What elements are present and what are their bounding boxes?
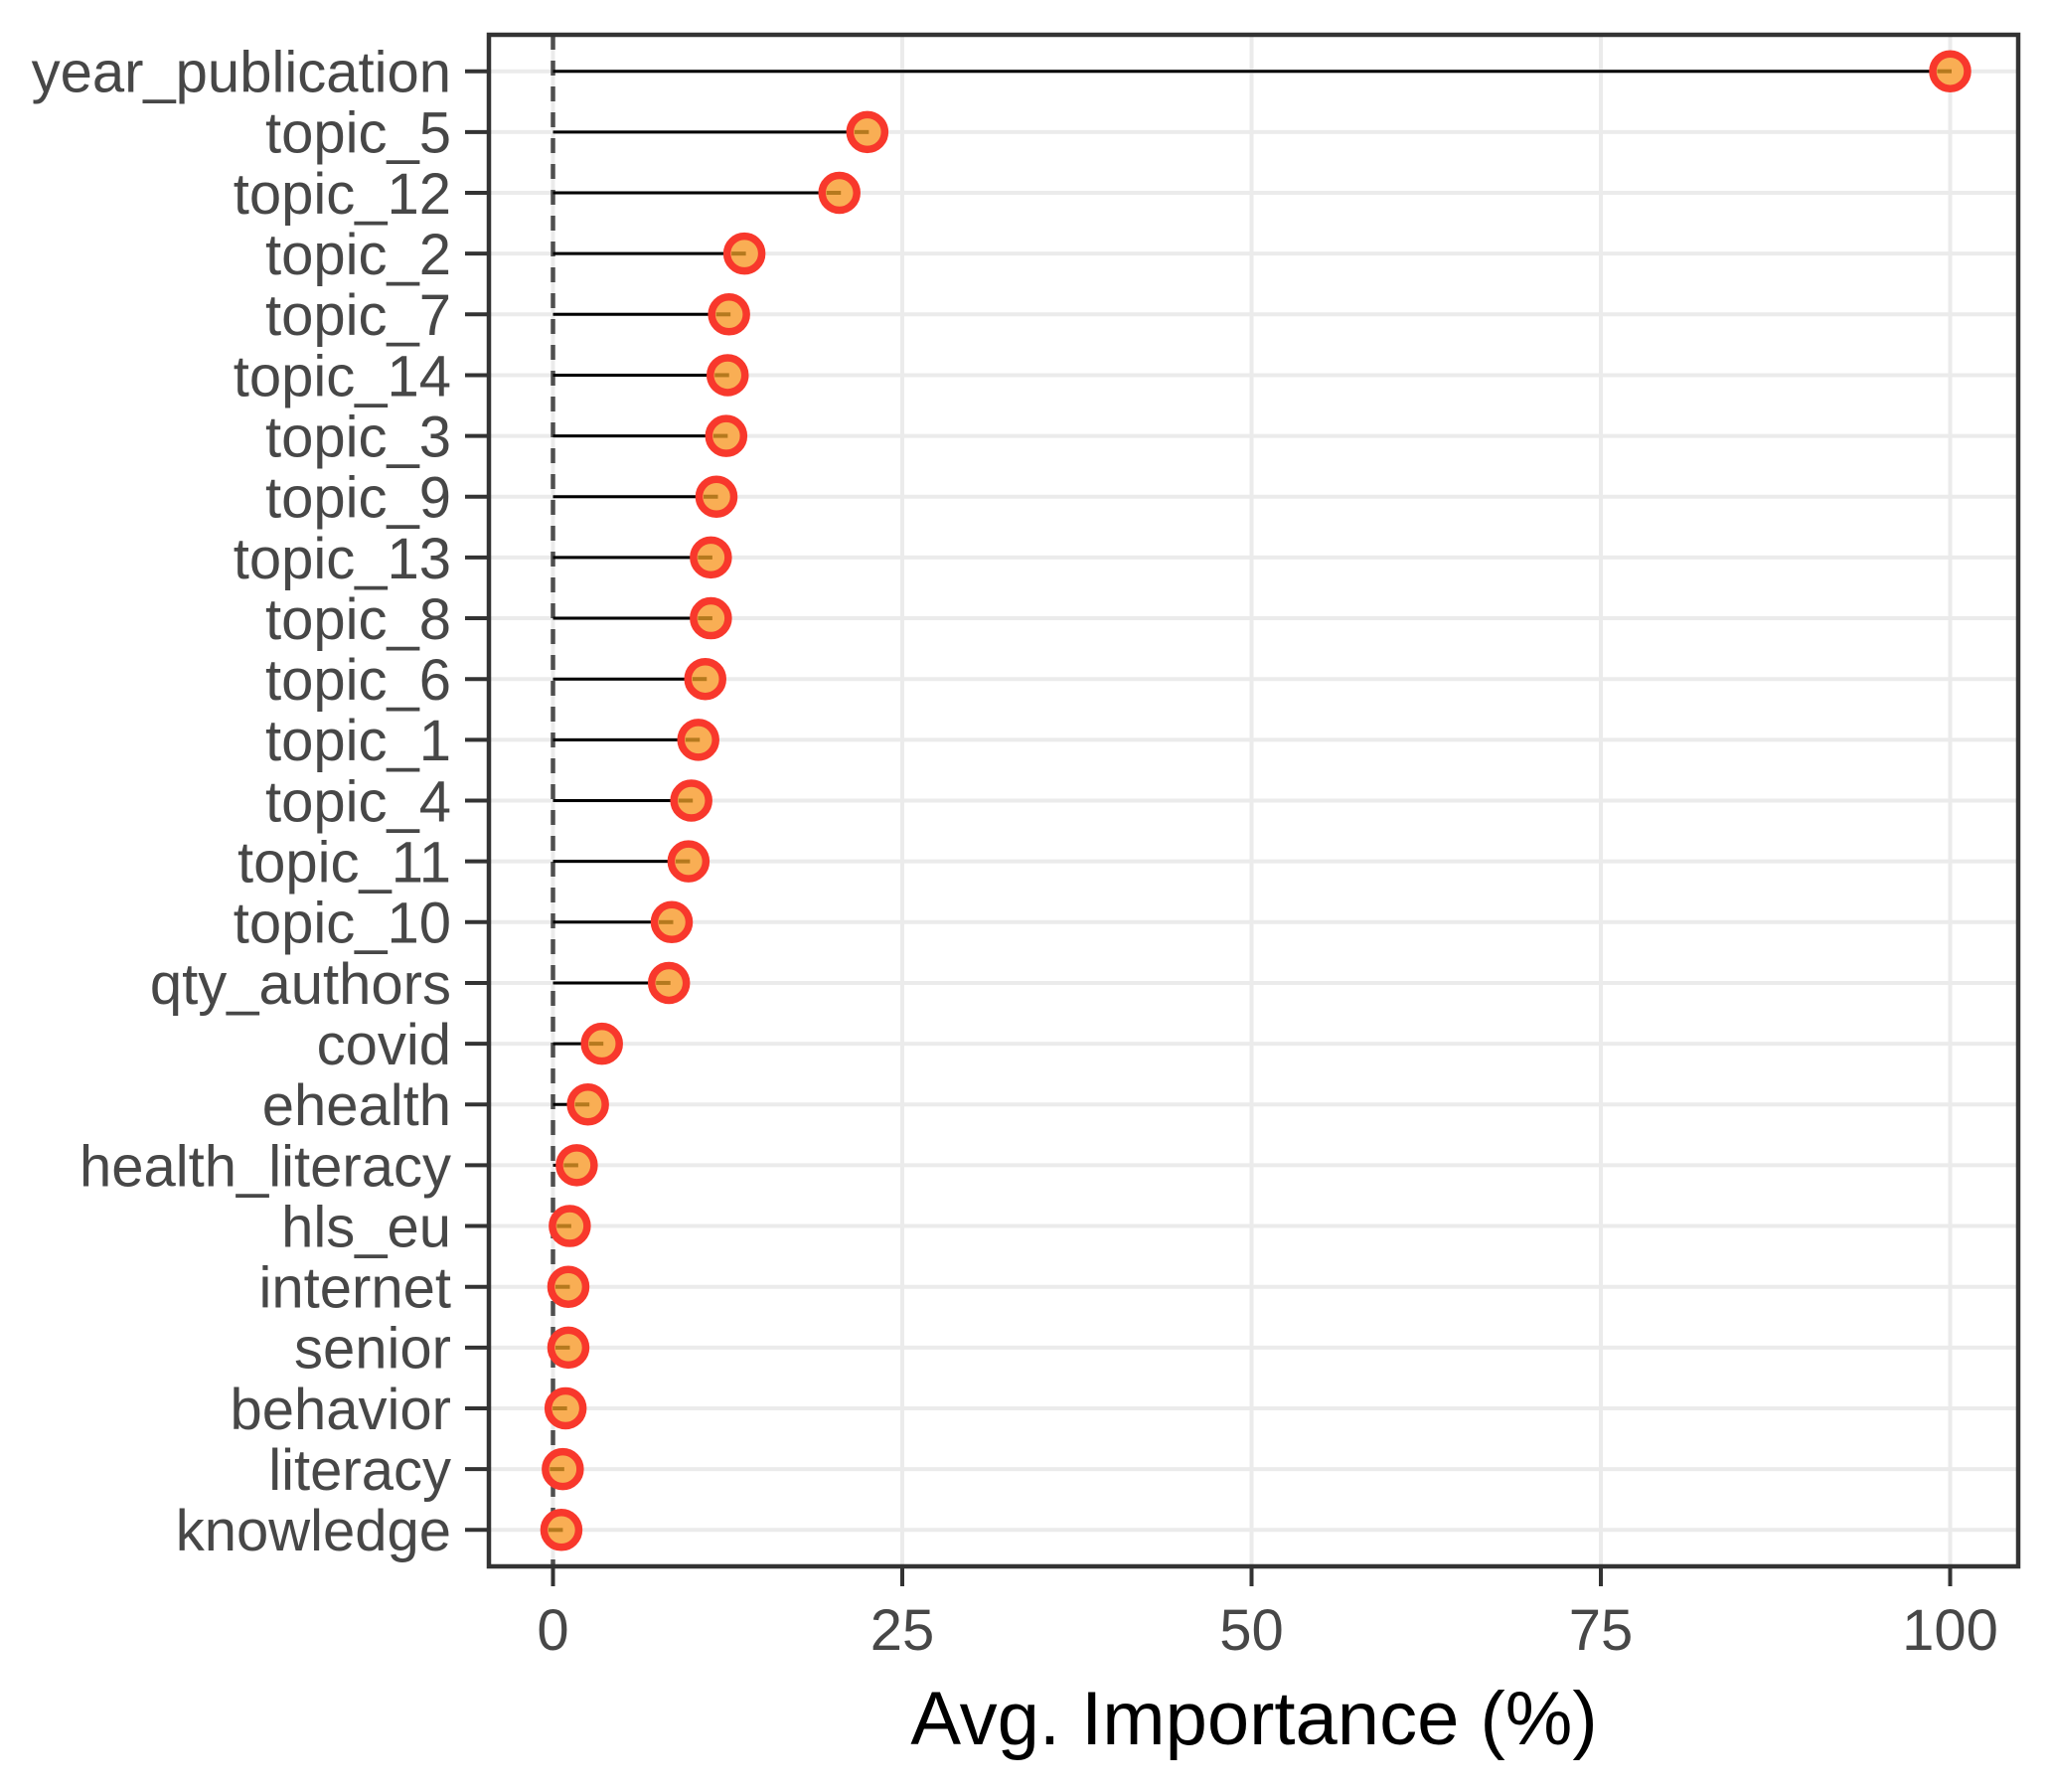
y-tick-label: internet: [259, 1256, 451, 1321]
y-tick-label: topic_4: [265, 769, 451, 834]
x-tick-label: 25: [870, 1598, 935, 1663]
x-axis-labels: 0 25 50 75 100: [537, 1598, 1998, 1663]
x-tick-label: 0: [537, 1598, 568, 1663]
y-tick-label: topic_6: [265, 648, 451, 713]
dots-layer: [540, 50, 1972, 1551]
x-tick-label: 100: [1902, 1598, 1998, 1663]
y-tick-label: topic_14: [234, 344, 451, 408]
y-tick-label: topic_12: [234, 162, 451, 227]
y-tick-label: topic_9: [265, 466, 451, 531]
y-tick-label: topic_2: [265, 223, 451, 287]
y-tick-label: topic_11: [237, 831, 451, 896]
x-tick-label: 75: [1569, 1598, 1634, 1663]
y-tick-label: health_literacy: [79, 1134, 451, 1199]
y-tick-label: covid: [317, 1013, 451, 1077]
x-tick-label: 50: [1219, 1598, 1284, 1663]
y-axis-labels: year_publicationtopic_5topic_12topic_2to…: [32, 41, 451, 1564]
y-tick-label: hls_eu: [281, 1195, 451, 1259]
y-tick-label: topic_3: [265, 405, 451, 469]
y-tick-label: behavior: [231, 1378, 451, 1442]
y-tick-label: knowledge: [176, 1499, 451, 1563]
y-tick-label: topic_1: [265, 709, 451, 773]
y-tick-label: topic_8: [265, 587, 451, 652]
stems-layer: [552, 70, 1951, 1532]
tick-marks-layer: [465, 69, 1953, 1586]
y-tick-label: literacy: [268, 1438, 451, 1503]
y-tick-label: topic_7: [265, 283, 451, 348]
y-tick-label: topic_13: [234, 527, 451, 591]
y-tick-label: senior: [294, 1317, 451, 1382]
y-tick-label: topic_10: [234, 892, 451, 956]
y-tick-label: topic_5: [265, 101, 451, 166]
x-axis-title: Avg. Importance (%): [910, 1677, 1597, 1761]
y-tick-label: qty_authors: [150, 952, 451, 1017]
y-tick-label: ehealth: [262, 1073, 451, 1138]
y-tick-label: year_publication: [32, 41, 451, 105]
